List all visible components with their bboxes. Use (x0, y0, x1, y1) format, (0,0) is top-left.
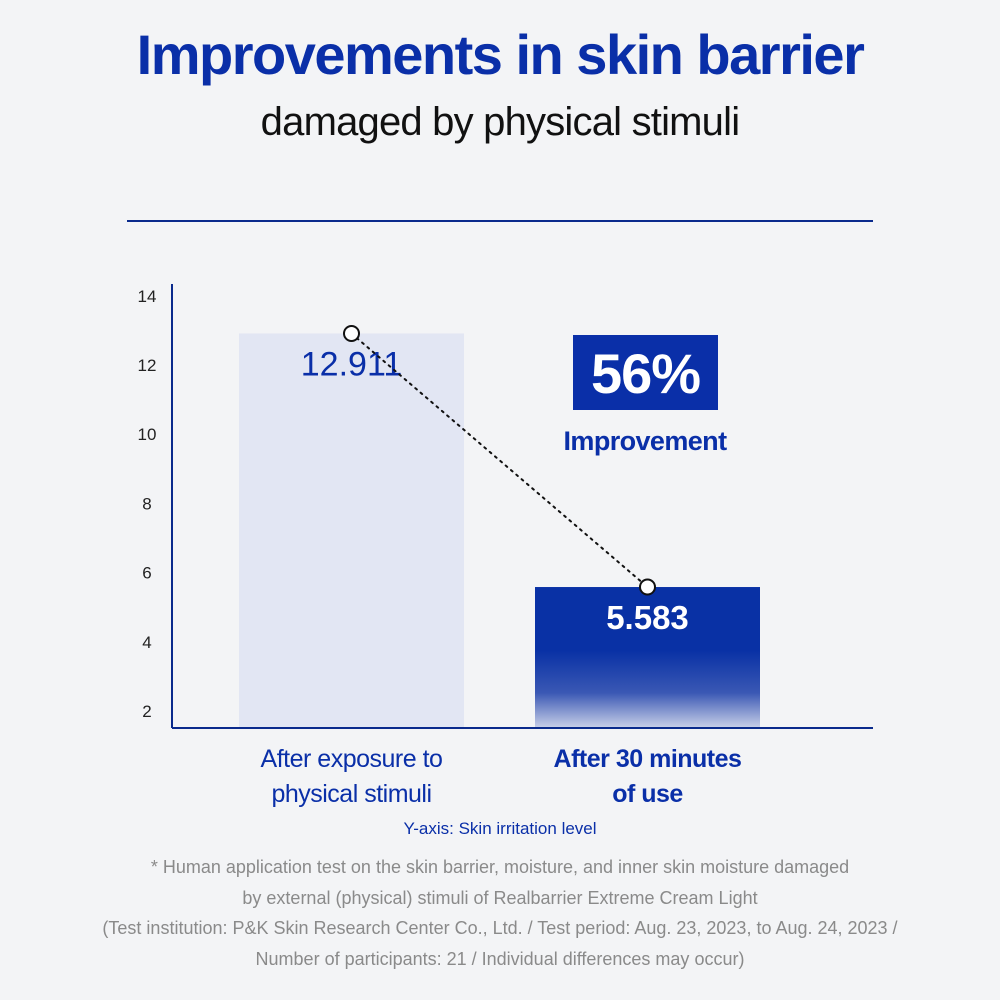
footnote-line: by external (physical) stimuli of Realba… (242, 887, 758, 908)
header-divider (127, 220, 873, 222)
y-tick-label: 14 (138, 287, 157, 306)
y-tick-label: 6 (142, 564, 151, 583)
data-point-marker (343, 324, 360, 342)
y-tick-label: 10 (138, 425, 157, 444)
footnote: * Human application test on the skin bar… (0, 852, 1000, 974)
trend-connector (350, 332, 649, 589)
y-tick-label: 2 (142, 702, 151, 721)
data-point-marker (639, 578, 656, 596)
page-title: Improvements in skin barrier (136, 23, 865, 86)
percent-value: 56% (591, 342, 700, 405)
footnote-line: (Test institution: P&K Skin Research Cen… (102, 918, 898, 938)
y-tick-label: 4 (142, 633, 151, 652)
y-tick-label: 8 (142, 494, 151, 513)
bar-value-label: 5.583 (606, 599, 689, 636)
category-label: After exposure to (261, 745, 443, 773)
category-label: After 30 minutes (554, 745, 742, 773)
y-axis-title: Y-axis: Skin irritation level (403, 819, 597, 838)
footnote-line: * Human application test on the skin bar… (150, 857, 850, 877)
y-tick-label: 12 (138, 356, 157, 375)
bar-2 (535, 587, 760, 728)
percent-badge (573, 335, 718, 410)
bar-1 (239, 333, 464, 728)
bar-value-label: 12.911 (301, 345, 402, 383)
improvement-label: Improvement (564, 426, 728, 456)
page-subtitle: damaged by physical stimuli (260, 100, 740, 144)
footnote-line: Number of participants: 21 / Individual … (255, 948, 745, 969)
category-label: physical stimuli (271, 780, 431, 808)
category-label: of use (612, 780, 683, 808)
